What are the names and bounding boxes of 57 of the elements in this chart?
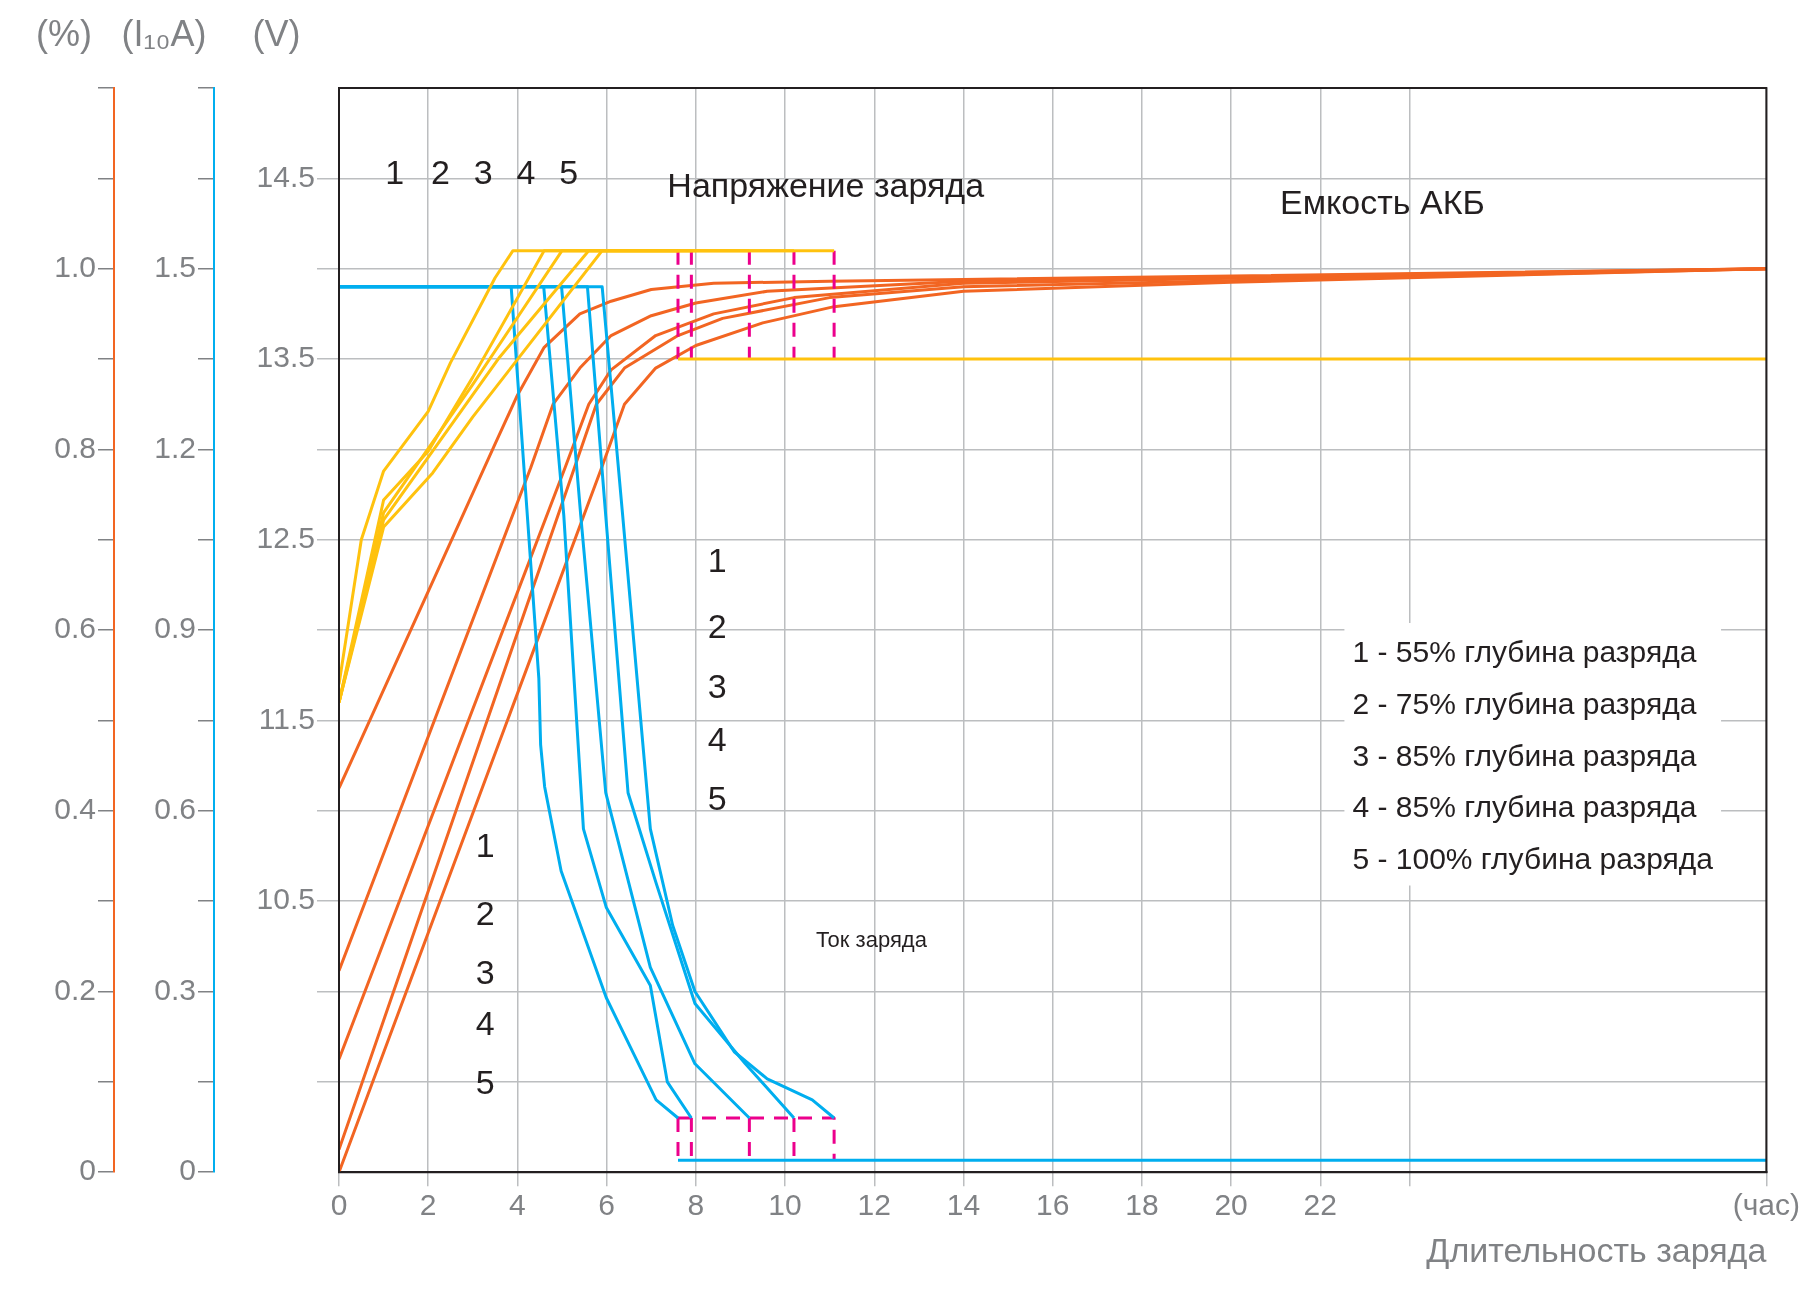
annotation: 4 [475,1004,495,1043]
x-tick-label: 10 [768,1188,802,1222]
annotation: 1 [475,826,495,865]
annotation: 5 [707,778,727,817]
y-tick-label: 11.5 [258,701,315,735]
x-axis-title: Длительность заряда [1426,1230,1767,1269]
x-tick-label: 16 [1035,1188,1070,1222]
annotation: 4 - 85% глубина разряда [1352,790,1697,824]
x-tick-label: 4 [509,1188,526,1222]
x-tick-label: 20 [1214,1188,1248,1222]
y3-tick-label: 0.4 [54,792,96,826]
x-tick-label: 12 [857,1188,891,1222]
annotation: 3 - 85% глубина разряда [1352,738,1697,772]
y2-tick-label: 0 [179,1153,196,1187]
annotation: 5 [475,1062,495,1101]
y3-tick-label: 0.6 [54,611,96,645]
y-tick-label: 14.5 [256,159,315,193]
annotation: 2 [430,152,450,191]
x-tick-label: 0 [330,1188,348,1222]
y-tick-label: 10.5 [256,882,315,916]
annotation: 2 [475,893,495,932]
y2-tick-label: 0.3 [154,972,196,1006]
y-axis-title: (V) [252,12,301,54]
annotation: Емкость АКБ [1280,183,1485,222]
y3-tick-label: 1.0 [54,249,96,283]
y2-tick-label: 0.6 [154,792,196,826]
annotation: 1 - 55% глубина разряда [1352,635,1697,669]
y-tick-label: 12.5 [256,521,315,555]
annotation: Ток заряда [815,927,928,953]
y3-tick-label: 0.8 [54,430,96,464]
x-tick-label: 18 [1125,1188,1159,1222]
annotation: 1 [707,540,727,579]
x-tick-label: 6 [598,1188,615,1222]
y3-axis-title: (%) [36,12,92,54]
annotation: 5 [559,152,579,191]
annotation: 1 [385,152,405,191]
y2-tick-label: 1.5 [154,249,196,283]
annotation: 3 [473,152,493,191]
x-tick-label: 14 [946,1188,981,1222]
annotation: 3 [475,953,495,992]
y-tick-label: 13.5 [256,340,315,374]
annotation: 4 [516,152,536,191]
annotation: 3 [707,667,727,706]
annotation: 2 [707,607,727,646]
annotation: Напряжение заряда [667,166,985,205]
y2-tick-label: 1.2 [154,430,196,464]
x-tick-label: 2 [419,1188,437,1222]
y3-tick-label: 0.2 [54,972,96,1006]
x-tick-label: 22 [1303,1188,1337,1222]
y2-tick-label: 0.9 [154,611,196,645]
annotation: 5 - 100% глубина разряда [1352,842,1714,876]
y2-axis-title: (I₁₀A) [121,12,207,54]
y3-tick-label: 0 [79,1153,96,1187]
x-tick-label: (час) [1732,1188,1800,1222]
annotation: 2 - 75% глубина разряда [1352,686,1697,720]
annotation: 4 [707,720,727,759]
x-tick-label: 8 [687,1188,705,1222]
